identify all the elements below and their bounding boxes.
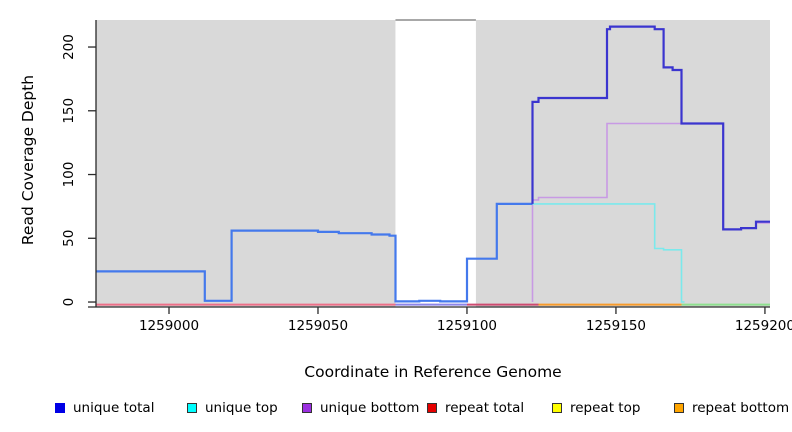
x-tick-label: 1259000 <box>139 318 199 334</box>
legend-item-unique-total: unique total <box>55 398 154 418</box>
legend-item-repeat-bottom: repeat bottom <box>674 398 789 418</box>
repeat-bottom-swatch-icon <box>674 403 684 413</box>
x-tick-label: 1259100 <box>437 318 497 334</box>
x-tick-label: 1259150 <box>586 318 646 334</box>
y-tick-label: 0 <box>61 298 77 307</box>
legend-label: unique top <box>205 400 278 416</box>
legend-item-repeat-total: repeat total <box>427 398 524 418</box>
x-axis-title: Coordinate in Reference Genome <box>304 363 561 381</box>
series-unique-total-right <box>531 25 770 231</box>
legend: unique total unique top unique bottom re… <box>0 396 792 422</box>
repeat-total-swatch-icon <box>427 403 437 413</box>
unique-top-swatch-icon <box>187 403 197 413</box>
y-tick-label: 150 <box>61 98 77 124</box>
series-unique-top <box>532 203 685 303</box>
legend-item-unique-top: unique top <box>187 398 278 418</box>
legend-label: repeat top <box>570 400 641 416</box>
masked-region <box>395 20 476 307</box>
series-unique-total-left <box>96 202 533 303</box>
y-tick-label: 100 <box>61 162 77 188</box>
legend-item-repeat-top: repeat top <box>552 398 640 418</box>
y-axis-title: Read Coverage Depth <box>19 75 37 245</box>
y-tick-label: 200 <box>61 34 77 60</box>
legend-label: repeat bottom <box>692 400 790 416</box>
unique-total-swatch-icon <box>55 403 65 413</box>
y-tick-label: 50 <box>61 230 77 247</box>
x-tick-label: 1259050 <box>288 318 348 334</box>
legend-label: unique total <box>73 400 155 416</box>
repeat-top-swatch-icon <box>552 403 562 413</box>
legend-label: repeat total <box>445 400 525 416</box>
legend-label: unique bottom <box>320 400 420 416</box>
legend-item-unique-bottom: unique bottom <box>302 398 419 418</box>
unique-bottom-swatch-icon <box>302 403 312 413</box>
x-tick-label: 1259200 <box>735 318 792 334</box>
